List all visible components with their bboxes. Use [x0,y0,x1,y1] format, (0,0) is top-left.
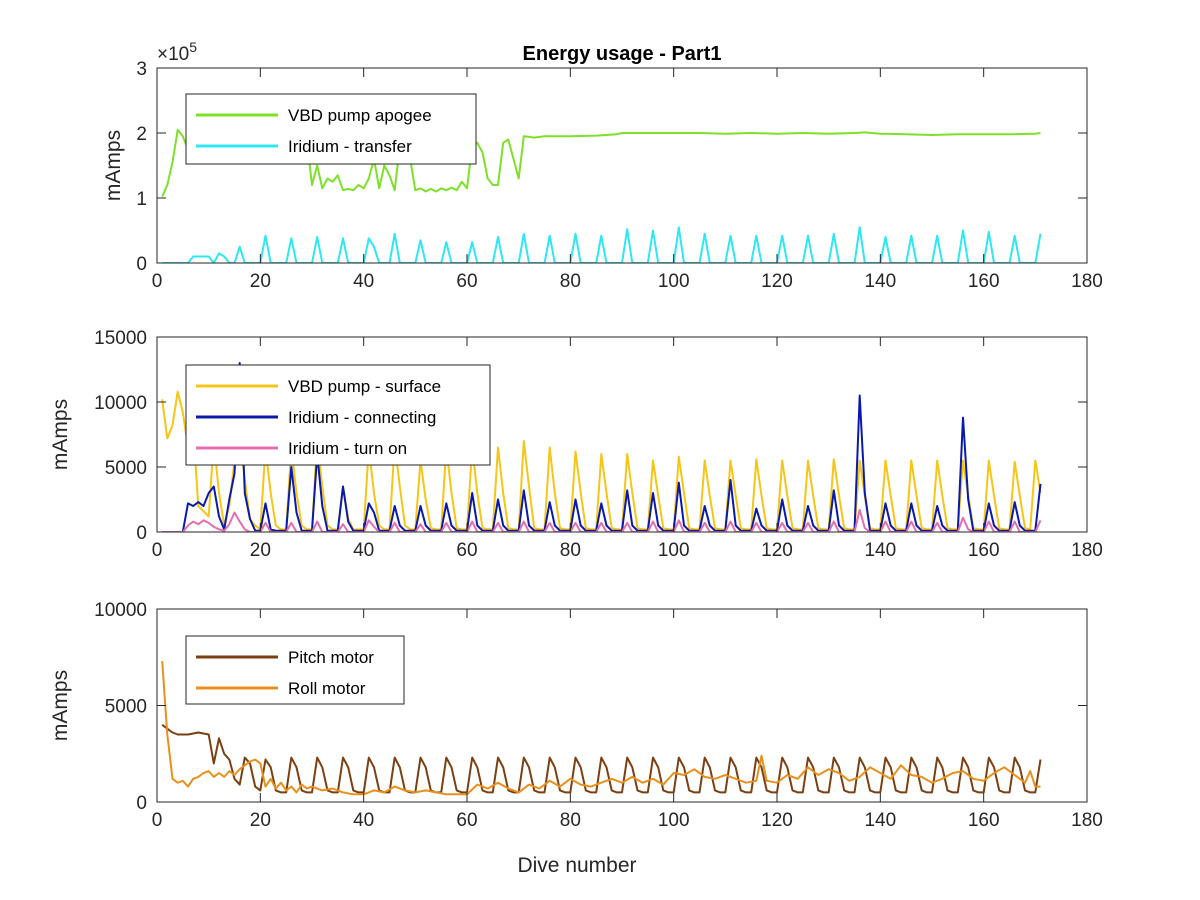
legend-box [185,635,405,705]
x-tick-label: 20 [250,540,271,561]
legend-entry: VBD pump - surface [288,377,441,396]
x-tick-label: 20 [250,810,271,831]
x-tick-label: 120 [761,271,793,292]
y-tick-label: 0 [136,793,147,814]
panel-3: 0 20 40 60 80 100 120 140 160 180 0 5000 10000 mAmps D… [49,600,1103,877]
x-tick-label: 120 [761,540,793,561]
x-tick-label: 40 [353,810,374,831]
x-tick-label: 60 [456,271,477,292]
legend-entry: VBD pump apogee [288,106,432,125]
x-tick-label: 60 [456,810,477,831]
series-line-2 [162,362,1042,532]
y-exponent-power: 5 [189,39,197,55]
x-tick-label: 40 [353,540,374,561]
x-tick-label: 0 [152,810,163,831]
y-tick-label: 10000 [94,393,147,414]
legend-entry: Pitch motor [288,648,374,667]
x-tick-label: 100 [658,810,690,831]
x-tick-label: 80 [560,540,581,561]
y-tick-label: 5000 [105,458,147,479]
x-tick-label: 80 [560,810,581,831]
series-group [161,661,1042,796]
y-tick-label: 3 [136,59,147,80]
legend: VBD pump - surface Iridium - connecting Ir… [185,364,491,466]
axes-frame [156,336,1088,533]
y-tick-label: 10000 [94,600,147,621]
x-tick-label: 100 [658,271,690,292]
legend: VBD pump apogee Iridium - transfer [185,93,477,165]
y-tick-label: 0 [136,523,147,544]
series-line-2 [161,661,1041,796]
x-tick-label: 140 [864,810,896,831]
axes-frame [156,67,1088,264]
x-tick-label: 60 [456,540,477,561]
x-tick-label: 40 [353,271,374,292]
x-tick-label: 120 [761,810,793,831]
x-tick-label: 0 [152,540,163,561]
legend-box [185,93,477,165]
legend-entry: Roll motor [288,679,366,698]
series-group [161,362,1042,532]
x-axis-label: Dive number [517,854,636,877]
y-axis-label: mAmps [49,670,72,741]
y-tick-label: 2 [136,124,147,145]
panel-2: 0 20 40 60 80 100 120 140 160 180 0 5000 10000 15000 m… [49,328,1103,561]
chart-title: Energy usage - Part1 [523,43,722,65]
legend-entry: Iridium - turn on [288,439,407,458]
x-tick-label: 180 [1071,540,1103,561]
y-axis-label: mAmps [102,130,125,201]
series-line-3 [162,508,1042,532]
y-axis-label: mAmps [49,399,72,470]
x-tick-label: 160 [968,540,1000,561]
x-tick-label: 160 [968,810,1000,831]
legend: Pitch motor Roll motor [185,635,405,705]
y-tick-label: 1 [136,189,147,210]
x-tick-label: 100 [658,540,690,561]
x-tick-label: 20 [250,271,271,292]
x-tick-label: 160 [968,271,1000,292]
x-tick-label: 140 [864,540,896,561]
y-tick-label: 0 [136,254,147,275]
x-tick-label: 0 [152,271,163,292]
y-tick-label: 15000 [94,328,147,349]
legend-entry: Iridium - connecting [288,408,436,427]
legend-entry: Iridium - transfer [288,137,412,156]
x-tick-label: 80 [560,271,581,292]
x-tick-label: 180 [1071,271,1103,292]
y-tick-label: 5000 [105,697,147,718]
x-tick-label: 180 [1071,810,1103,831]
x-tick-label: 140 [864,271,896,292]
